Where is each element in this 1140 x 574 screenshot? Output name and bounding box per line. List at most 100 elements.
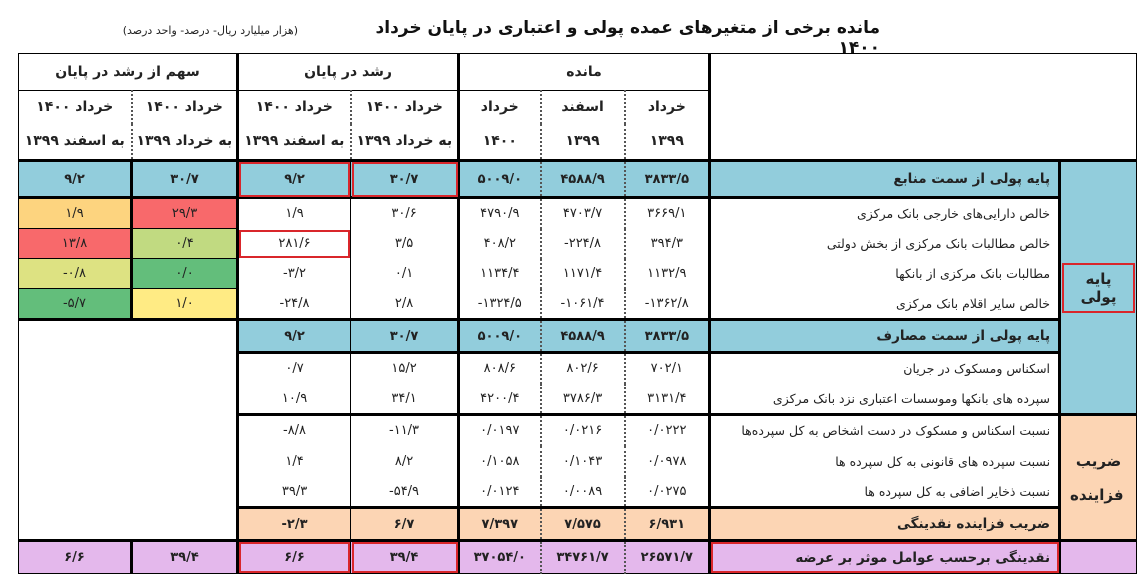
- share-cell: ۰/۰: [130, 258, 239, 289]
- value-cell: ۶/۷: [350, 506, 460, 541]
- header-col-6: خرداد ۱۴۰۰: [130, 90, 239, 124]
- value-text: ۴۲۰۰/۴: [480, 390, 520, 406]
- value-cell: ۸۰۸/۶: [457, 351, 542, 384]
- value-cell: ۱/۹: [236, 196, 352, 229]
- value-cell: ۷/۵۷۵: [539, 506, 626, 541]
- value-cell: -۲/۳: [236, 506, 352, 541]
- value-text: -۸/۸: [283, 423, 307, 439]
- value-text: ۲/۸: [394, 295, 414, 311]
- value-text: ۸۰۲/۶: [566, 361, 599, 377]
- table-row: نسبت ذخایر اضافی به کل سپرده ها ۰/۰۲۷۵ ۰/۰…: [19, 476, 1137, 508]
- value-text: ۳۰/۷: [389, 328, 419, 344]
- table-row: سپرده های بانکها وموسسات اعتباری نزد بان…: [19, 383, 1137, 415]
- row-label: نقدینگی برحسب عوامل موثر بر عرضه: [708, 539, 1061, 574]
- table-row: خالص دارایی‌های خارجی بانک مرکزی ۳۶۶۹/۱ ۴۷…: [17, 196, 1137, 229]
- value-cell: ۲۸۱/۶: [236, 228, 352, 259]
- value-cell: ۳۶۶۹/۱: [623, 196, 711, 229]
- value-text: ۰/۷: [285, 361, 304, 377]
- share-text: -۵/۷: [62, 296, 87, 311]
- header-col-2: ۱۳۹۹: [539, 123, 626, 161]
- value-text: ۳۹/۴: [389, 550, 419, 565]
- share-text: ۹/۲: [64, 171, 85, 187]
- share-text: ۱/۹: [65, 206, 84, 221]
- header-col-5: خرداد ۱۴۰۰: [236, 90, 352, 124]
- value-text: ۳۶۶۹/۱: [647, 206, 687, 222]
- share-cell: ۳۹/۴: [130, 539, 239, 574]
- table-row: ضریب فزاینده نقدینگی ۶/۹۳۱ ۷/۵۷۵ ۷/۳۹۷ ۶/۷ -۲…: [19, 506, 1137, 541]
- table-row: خالص سایر اقلام بانک مرکزی -۱۳۶۲/۸ -۱۰۶۱/۴…: [17, 288, 1137, 320]
- value-text: -۱۱/۳: [389, 423, 420, 439]
- value-cell: ۱/۴: [236, 445, 352, 477]
- value-cell: ۰/۱: [350, 258, 460, 289]
- value-cell: ۸/۲: [350, 445, 460, 477]
- row-label: نسبت سپرده های قانونی به کل سپرده ها: [708, 445, 1061, 477]
- value-cell: ۱۱۳۴/۴: [457, 258, 542, 289]
- value-text: ۰/۱۰۵۸: [480, 453, 520, 469]
- share-cell: ۱/۹: [17, 196, 133, 229]
- share-text: ۳۹/۴: [170, 550, 199, 565]
- value-cell: ۴۷۰۳/۷: [539, 196, 626, 229]
- value-cell: ۶/۶: [236, 539, 352, 574]
- value-cell: ۰/۰۲۱۶: [539, 413, 626, 446]
- value-cell: ۱۵/۲: [350, 351, 460, 384]
- value-cell: ۰/۰۱۹۷: [457, 413, 542, 446]
- table-row: نسبت سپرده های قانونی به کل سپرده ها ۰/۰۹…: [19, 445, 1137, 477]
- value-text: ۱۵/۲: [391, 361, 417, 377]
- value-cell: ۴۷۹۰/۹: [457, 196, 542, 229]
- value-text: ۷/۵۷۵: [564, 516, 601, 532]
- value-cell: ۳۱۳۱/۴: [623, 383, 711, 415]
- value-text: ۳/۵: [394, 236, 414, 251]
- value-cell: ۴۲۰۰/۴: [457, 383, 542, 415]
- value-cell: ۳۸۳۳/۵: [623, 318, 711, 353]
- value-cell: ۶/۹۳۱: [623, 506, 711, 541]
- value-text: ۹/۲: [284, 328, 305, 344]
- share-text: ۰/۰: [175, 266, 194, 281]
- value-text: -۲۲۴/۸: [564, 236, 602, 251]
- share-text: ۲۹/۳: [171, 206, 198, 221]
- header-growth: رشد در پایان: [236, 53, 460, 91]
- header-col-4: به خرداد ۱۳۹۹: [349, 123, 460, 161]
- value-text: ۱۱۳۲/۹: [647, 266, 687, 281]
- table-row: خالص مطالبات بانک مرکزی از بخش دولتی ۳۹۴/…: [17, 228, 1137, 259]
- value-cell: ۷/۳۹۷: [457, 506, 542, 541]
- row-label: خالص مطالبات بانک مرکزی از بخش دولتی: [708, 228, 1061, 259]
- empty-share-area: [17, 318, 239, 541]
- value-text: ۳۷۰۵۴/۰: [473, 550, 526, 565]
- share-cell: ۱/۰: [130, 288, 239, 320]
- value-text: ۴۵۸۸/۹: [560, 328, 605, 344]
- header-balance: مانده: [457, 53, 711, 91]
- value-text: -۱۳۶۲/۸: [644, 295, 689, 311]
- row-label: خالص دارایی‌های خارجی بانک مرکزی: [708, 196, 1061, 229]
- header-col-2: اسفند: [539, 90, 626, 124]
- value-cell: ۲۶۵۷۱/۷: [623, 539, 711, 574]
- table-row: ضریب فزاینده نسبت اسکناس و مسکوک در دست ا…: [19, 413, 1138, 541]
- value-text: ۱/۹: [285, 206, 304, 222]
- value-text: ۷۰۲/۱: [650, 361, 683, 377]
- value-cell: ۳۰/۷: [350, 318, 460, 353]
- row-label: اسکناس ومسکوک در جریان: [708, 351, 1061, 384]
- header-col-4: خرداد ۱۴۰۰: [349, 90, 460, 124]
- value-cell: -۵۴/۹: [350, 476, 460, 508]
- value-text: ۱۱۷۱/۴: [562, 266, 603, 281]
- group-multiplier: ضریب فزاینده: [1058, 413, 1138, 541]
- value-cell: ۴۵۸۸/۹: [539, 159, 626, 198]
- value-text: ۶/۷: [393, 516, 415, 532]
- value-text: ۰/۱: [394, 266, 414, 281]
- value-text: ۱۰/۹: [281, 390, 308, 406]
- share-cell: -۵/۷: [17, 288, 133, 320]
- value-text: ۳۸۳۳/۵: [644, 171, 689, 187]
- value-cell: ۵۰۰۹/۰: [457, 159, 542, 198]
- value-text: ۳۹۴/۳: [650, 236, 683, 251]
- value-text: -۵۴/۹: [389, 483, 420, 499]
- header-col-1: ۱۳۹۹: [623, 123, 711, 161]
- value-text: ۶/۹۳۱: [648, 516, 686, 532]
- value-text: ۳۹/۳: [281, 483, 308, 499]
- value-cell: ۱۰/۹: [236, 383, 352, 415]
- value-text: ۳۴/۱: [391, 390, 417, 406]
- row-label: نسبت اسکناس و مسکوک در دست اشخاص به کل س…: [708, 413, 1061, 446]
- value-text: ۸۰۸/۶: [483, 361, 516, 377]
- value-cell: -۱۱/۳: [350, 413, 460, 446]
- row-label: پایه پولی از سمت منابع: [708, 159, 1061, 198]
- units-note: (هزار میلیارد ریال- درصد- واحد درصد): [122, 24, 298, 37]
- value-text: ۳۷۸۶/۳: [562, 390, 603, 406]
